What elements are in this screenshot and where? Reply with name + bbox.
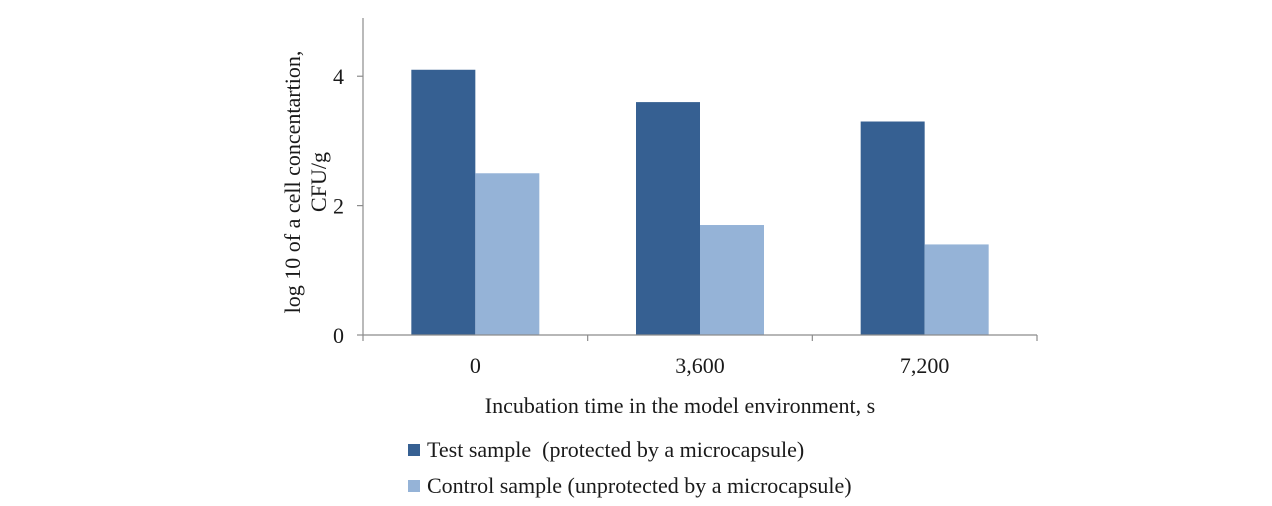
- y-tick-label: 2: [333, 194, 344, 219]
- legend-swatch-control: [408, 480, 420, 492]
- bar: [411, 69, 476, 336]
- bar: [924, 244, 989, 335]
- bar: [860, 121, 925, 336]
- x-tick-label: 3,600: [675, 353, 725, 378]
- y-tick-label: 4: [333, 64, 344, 89]
- y-axis-title: log 10 of a cell concentartion, CFU/g: [280, 51, 331, 314]
- legend-label-control: Control sample (unprotected by a microca…: [427, 473, 852, 498]
- bar: [700, 225, 764, 335]
- x-tick-label: 7,200: [900, 353, 950, 378]
- x-axis-title: Incubation time in the model environment…: [485, 393, 875, 418]
- y-tick-label: 0: [333, 323, 344, 348]
- legend-item-control: Control sample (unprotected by a microca…: [408, 468, 852, 504]
- legend: Test sample (protected by a microcapsule…: [408, 432, 852, 504]
- y-axis-title-line-2: CFU/g: [306, 152, 331, 212]
- legend-item-test: Test sample (protected by a microcapsule…: [408, 432, 852, 468]
- legend-label-test: Test sample (protected by a microcapsule…: [427, 437, 805, 462]
- bar: [475, 173, 540, 335]
- x-tick-label: 0: [470, 353, 481, 378]
- legend-swatch-test: [408, 444, 420, 456]
- bar: [636, 102, 700, 335]
- y-axis-title-line-1: log 10 of a cell concentartion,: [280, 51, 305, 314]
